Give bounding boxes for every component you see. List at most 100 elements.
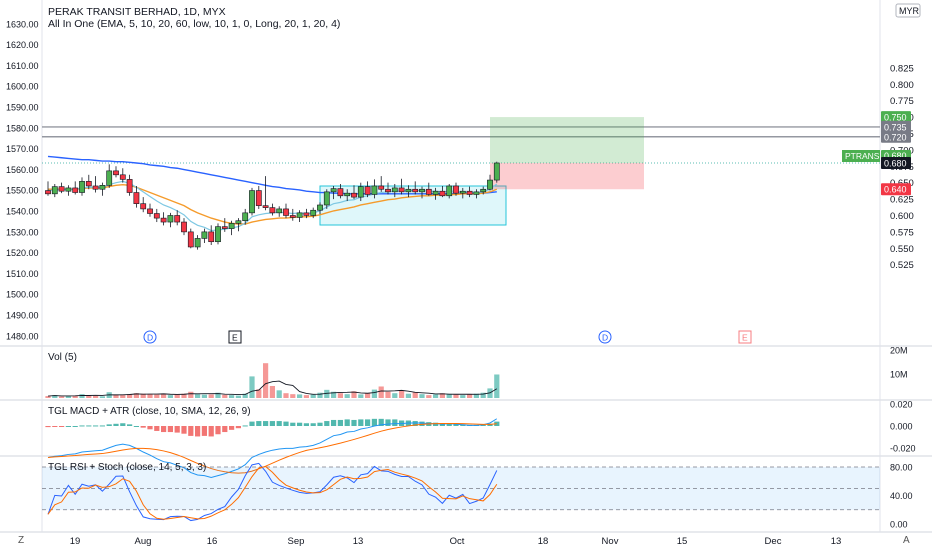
volume-bar	[392, 393, 398, 398]
volume-bar	[154, 394, 160, 398]
candle-body	[419, 188, 425, 193]
volume-bar	[79, 394, 85, 398]
left-axis-tick: 1590.00	[6, 103, 39, 113]
macd-histogram-bar	[93, 425, 99, 427]
candle-body	[344, 192, 351, 197]
volume-axis-tick: 10M	[890, 370, 908, 380]
volume-bar	[303, 395, 309, 398]
volume-bar	[99, 396, 105, 398]
macd-histogram-bar	[269, 421, 275, 426]
volume-bar	[358, 394, 364, 398]
candle-body	[262, 205, 269, 208]
candle-body	[276, 208, 283, 214]
macd-histogram-bar	[358, 419, 364, 426]
macd-histogram-bar	[480, 424, 486, 426]
event-label: D	[602, 332, 608, 342]
candle-body	[405, 188, 412, 193]
volume-bar	[351, 391, 357, 398]
candle-body	[371, 185, 378, 195]
macd-histogram-bar	[161, 426, 167, 433]
currency-label: MYR	[899, 6, 920, 16]
macd-histogram-bar	[52, 426, 58, 427]
macd-histogram-bar	[120, 423, 126, 426]
dividend-event-icon	[143, 330, 157, 344]
price-badge-label: 0.680	[884, 159, 907, 169]
log-scale-toggle[interactable]: Z	[18, 535, 25, 546]
candle-body	[208, 231, 215, 243]
left-axis-tick: 1540.00	[6, 207, 39, 217]
macd-histogram-bar	[181, 426, 187, 434]
macd-line	[47, 418, 498, 478]
candle-body	[385, 188, 391, 193]
candle-body	[364, 186, 371, 195]
right-axis-tick: 0.825	[890, 63, 914, 74]
candle-body	[446, 185, 453, 197]
volume-bar	[494, 374, 500, 398]
volume-bar	[310, 394, 316, 398]
volume-bar	[222, 394, 228, 398]
macd-histogram-bar	[378, 418, 384, 426]
candle-body	[303, 212, 310, 216]
right-axis-tick: 0.550	[890, 244, 914, 255]
macd-histogram-bar	[72, 426, 78, 427]
stoch-k-line	[47, 462, 498, 522]
macd-histogram-bar	[263, 421, 269, 426]
right-axis-tick: 0.600	[890, 211, 914, 222]
rsi-pane-label: TGL RSI + Stoch (close, 14, 5, 3, 3)	[48, 462, 207, 473]
candle-body	[174, 215, 181, 223]
macd-axis-tick: -0.020	[890, 444, 916, 454]
x-axis-tick: Nov	[602, 536, 619, 547]
candle-body	[147, 208, 153, 214]
candle-body	[45, 190, 51, 195]
macd-histogram-bar	[45, 426, 51, 428]
candle-body	[466, 190, 473, 195]
candle-body	[487, 179, 493, 190]
long-stop-zone	[490, 163, 644, 190]
macd-histogram-bar	[446, 423, 452, 426]
volume-bar	[45, 396, 51, 398]
candle-body	[228, 223, 235, 229]
left-axis-tick: 1630.00	[6, 19, 39, 29]
volume-ma-line	[47, 380, 498, 397]
candle-body	[160, 217, 167, 223]
currency-badge	[895, 3, 921, 18]
stoch-d-line	[47, 465, 498, 520]
price-badge	[881, 120, 911, 133]
volume-bar	[297, 394, 303, 398]
volume-bar	[181, 393, 187, 398]
volume-bar	[59, 396, 65, 398]
volume-bar	[201, 394, 207, 398]
volume-bar	[93, 395, 99, 398]
macd-histogram-bar	[419, 421, 425, 426]
price-badge-label: 0.750	[884, 113, 907, 123]
volume-pane-label: Vol (5)	[48, 352, 77, 363]
rsi-axis-tick: 80.00	[890, 463, 913, 473]
candle-body	[317, 204, 323, 211]
candle-body	[296, 212, 303, 218]
volume-bar	[147, 394, 153, 398]
chart-title: PERAK TRANSIT BERHAD, 1D, MYX	[48, 6, 226, 18]
candle-body	[323, 191, 330, 206]
volume-bar	[473, 393, 479, 398]
rsi-axis-tick: 40.00	[890, 491, 913, 501]
macd-histogram-bar	[256, 421, 262, 426]
candle-body	[480, 188, 487, 193]
macd-histogram-bar	[433, 422, 439, 426]
candle-body	[249, 190, 255, 214]
candle-body	[85, 181, 92, 187]
macd-histogram-bar	[331, 419, 337, 426]
candle-body	[439, 190, 446, 197]
x-axis-tick: Dec	[765, 536, 782, 547]
candle-body	[255, 190, 262, 206]
auto-scale-toggle[interactable]: A	[903, 535, 910, 546]
macd-histogram-bar	[59, 426, 65, 427]
price-badge-label: 0.720	[884, 132, 907, 142]
right-axis-tick: 0.800	[890, 80, 914, 91]
price-badge	[881, 111, 911, 124]
x-axis-tick: Aug	[135, 536, 152, 547]
candle-body	[187, 231, 194, 248]
macd-histogram-bar	[242, 425, 248, 427]
volume-axis-tick: 20M	[890, 346, 908, 356]
